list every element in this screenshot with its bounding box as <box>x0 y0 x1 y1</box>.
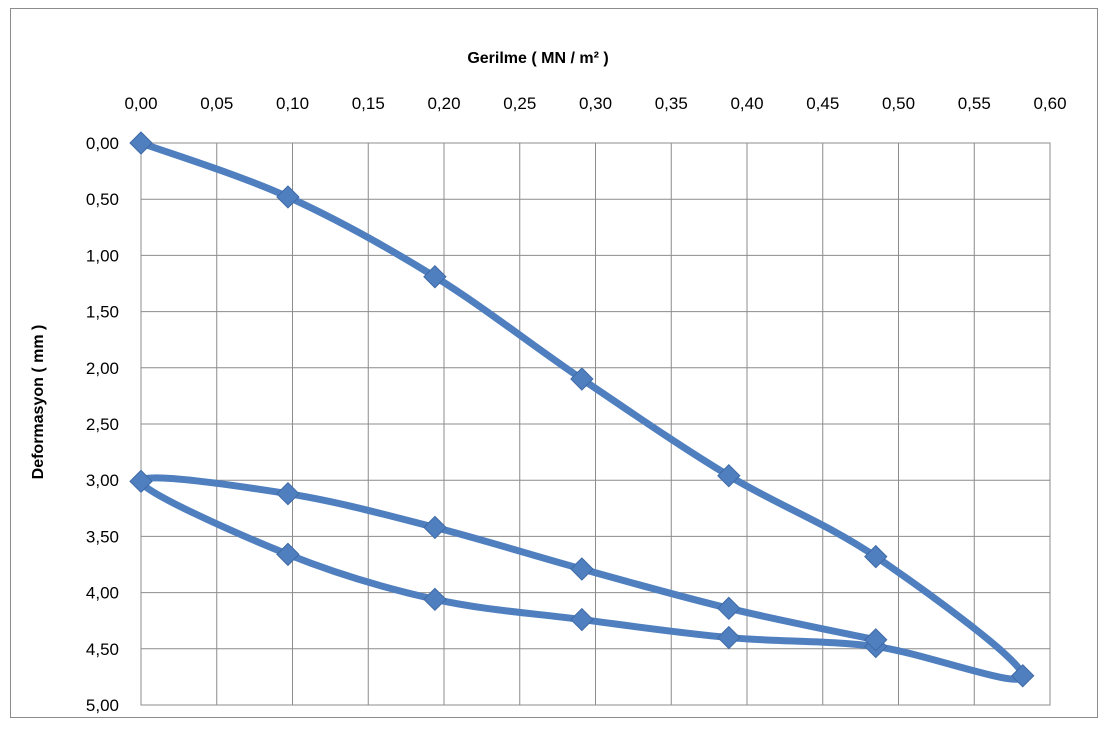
y-tick-label: 4,50 <box>86 640 119 659</box>
y-axis-title: Deformasyon ( mm ) <box>30 325 47 480</box>
plot-area <box>140 142 1051 706</box>
data-point-marker <box>423 265 447 289</box>
data-point-marker <box>276 542 300 567</box>
plot-area-border <box>140 142 1051 706</box>
y-tick-label: 3,50 <box>86 527 119 546</box>
x-tick-label: 0,55 <box>958 94 991 113</box>
y-tick-label: 2,00 <box>86 359 119 378</box>
x-tick-label: 0,25 <box>503 94 536 113</box>
x-tick-label: 0,45 <box>806 94 839 113</box>
data-point-marker <box>717 596 741 621</box>
x-tick-label: 0,40 <box>730 94 763 113</box>
data-point-marker <box>570 607 594 632</box>
data-point-marker <box>864 628 888 652</box>
data-point-marker <box>423 515 447 540</box>
x-tick-label: 0,50 <box>882 94 915 113</box>
y-tick-label: 3,00 <box>86 471 119 490</box>
series-line <box>137 139 1027 683</box>
data-point-marker <box>129 131 153 155</box>
data-point-marker <box>423 587 447 612</box>
y-tick-label: 0,00 <box>86 134 119 153</box>
y-tick-label: 1,50 <box>86 303 119 322</box>
y-axis-ticks: 0,00 0,50 1,00 1,50 2,00 2,50 3,00 3,50 4,00 4,50… <box>86 134 119 715</box>
data-point-marker <box>276 185 300 209</box>
data-point-marker <box>1011 664 1035 688</box>
y-tick-label: 4,00 <box>86 584 119 603</box>
data-point-marker <box>570 367 594 391</box>
x-tick-label: 0,30 <box>579 94 612 113</box>
data-point-marker <box>864 544 888 569</box>
y-tick-label: 1,00 <box>86 246 119 265</box>
x-axis-ticks: 0,00 0,05 0,10 0,15 0,20 0,25 0,30 0,35 0,40 0,45… <box>124 94 1066 113</box>
data-point-marker <box>276 481 300 506</box>
x-tick-label: 0,00 <box>124 94 157 113</box>
x-tick-label: 0,20 <box>427 94 460 113</box>
series-group <box>129 131 1035 688</box>
data-point-marker <box>717 463 741 488</box>
y-tick-label: 0,50 <box>86 190 119 209</box>
x-tick-label: 0,15 <box>352 94 385 113</box>
x-tick-label: 0,35 <box>655 94 688 113</box>
y-tick-label: 2,50 <box>86 415 119 434</box>
data-point-marker <box>129 469 153 494</box>
x-axis-title: Gerilme ( MN / m² ) <box>467 50 608 67</box>
data-point-marker <box>570 557 594 581</box>
x-tick-label: 0,10 <box>276 94 309 113</box>
y-tick-label: 5,00 <box>86 696 119 715</box>
data-point-marker <box>717 625 741 650</box>
x-tick-label: 0,05 <box>200 94 233 113</box>
x-tick-label: 0,60 <box>1033 94 1066 113</box>
